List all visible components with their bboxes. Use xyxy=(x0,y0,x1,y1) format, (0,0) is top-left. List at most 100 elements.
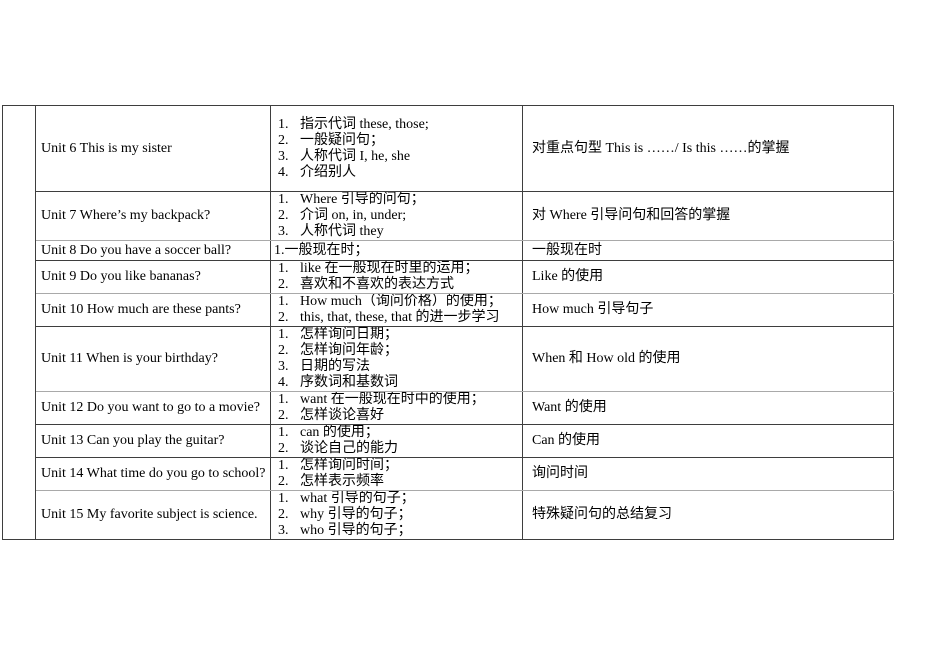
list-item-text: 介绍别人 xyxy=(300,164,356,180)
list-item-number: 1. xyxy=(278,261,289,277)
list-item: 2. 怎样表示频率 xyxy=(272,474,522,490)
list-item-number: 2. xyxy=(278,132,289,148)
summary-cell: When 和 How old 的使用 xyxy=(522,326,894,392)
list-item-number: 2. xyxy=(278,277,289,292)
unit-cell: Unit 9 Do you like bananas? xyxy=(35,260,271,294)
unit-cell: Unit 7 Where’s my backpack? xyxy=(35,191,271,241)
list-item-text: this, that, these, that 的进一步学习 xyxy=(300,310,500,325)
review-table-body: Unit 6 This is my sister 1. 指示代词 these, th… xyxy=(2,105,894,540)
summary-text: Can 的使用 xyxy=(532,433,601,448)
unit-title: Unit 7 Where’s my backpack? xyxy=(41,208,211,223)
unit-cell: Unit 14 What time do you go to school? xyxy=(35,457,271,491)
summary-text: Like 的使用 xyxy=(532,269,604,284)
grammar-points-cell: 1. How much（询问价格）的使用； 2. this, that, these,… xyxy=(270,293,523,327)
list-item: 2. 一般疑问句； xyxy=(272,132,522,149)
list-item: 3. 日期的写法 xyxy=(272,359,522,375)
unit-cell: Unit 10 How much are these pants? xyxy=(35,293,271,327)
list-item: 2. 喜欢和不喜欢的表达方式 xyxy=(272,277,522,293)
list-item-text: 怎样表示频率 xyxy=(300,474,384,489)
list-item: 1. like 在一般现在时里的运用； xyxy=(272,261,522,278)
list-item-text: who 引导的句子； xyxy=(300,523,412,538)
list-item-number: 2. xyxy=(278,441,289,456)
left-margin-cell xyxy=(2,105,36,540)
list-item-text: what 引导的句子； xyxy=(300,491,415,507)
list-item-text: 人称代词 I, he, she xyxy=(300,148,411,164)
summary-text: Want 的使用 xyxy=(532,400,607,415)
grammar-points-cell: 1. want 在一般现在时中的使用； 2. 怎样谈论喜好 xyxy=(270,391,523,425)
list-item-text: 怎样询问时间； xyxy=(300,458,398,474)
unit-title: Unit 10 How much are these pants? xyxy=(41,302,241,317)
summary-cell: 特殊疑问句的总结复习 xyxy=(522,490,894,540)
table-row: Unit 6 This is my sister 1. 指示代词 these, th… xyxy=(2,105,894,540)
list-item-text: 序数词和基数词 xyxy=(300,375,398,390)
summary-cell: Want 的使用 xyxy=(522,391,894,425)
unit-cell: Unit 6 This is my sister xyxy=(35,105,271,192)
list-item-text: 怎样询问日期； xyxy=(300,327,398,343)
review-table: Unit 6 This is my sister 1. 指示代词 these, th… xyxy=(2,105,894,540)
table-row: Unit 14 What time do you go to school? 1.… xyxy=(3,457,894,491)
list-item-text: 指示代词 these, those; xyxy=(300,116,429,132)
list-item: 1. what 引导的句子； xyxy=(272,491,522,508)
list-item-text: why 引导的句子； xyxy=(300,507,412,522)
grammar-points-cell: 1. Where 引导的问句； 2. 介词 on, in, under; 3. 人称代词 … xyxy=(270,191,523,241)
table-row: Unit 15 My favorite subject is science. 1… xyxy=(3,490,894,540)
summary-text: 特殊疑问句的总结复习 xyxy=(532,507,672,522)
list-item-number: 1. xyxy=(278,425,289,441)
list-item-text: 谈论自己的能力 xyxy=(300,441,398,456)
list-item-number: 4. xyxy=(278,164,289,180)
summary-cell: How much 引导句子 xyxy=(522,293,894,327)
table-row: Unit 11 When is your birthday? 1. 怎样询问日期； 2… xyxy=(3,326,894,392)
list-item-number: 2. xyxy=(278,408,289,423)
list-item-number: 1. xyxy=(278,458,289,474)
grammar-points-cell: 1. 指示代词 these, those; 2. 一般疑问句； 3. 人称代词 I, he… xyxy=(270,105,523,192)
list-item-text: like 在一般现在时里的运用； xyxy=(300,261,479,277)
table-row: Unit 9 Do you like bananas? 1. like 在一般现在时… xyxy=(3,260,894,294)
unit-title: Unit 12 Do you want to go to a movie? xyxy=(41,400,260,415)
list-item-number: 2. xyxy=(278,507,289,522)
list-item-number: 1. xyxy=(278,294,289,310)
list-item: 1. 怎样询问时间； xyxy=(272,458,522,475)
list-item-number: 3. xyxy=(278,148,289,164)
list-item-text: Where 引导的问句； xyxy=(300,192,425,208)
list-item: 2. 谈论自己的能力 xyxy=(272,441,522,457)
list-item: 2. 介词 on, in, under; xyxy=(272,208,522,224)
list-item-number: 2. xyxy=(278,208,289,223)
list-item: 1. Where 引导的问句； xyxy=(272,192,522,209)
list-item-number: 1. xyxy=(278,327,289,343)
list-item-text: 日期的写法 xyxy=(300,359,370,374)
list-item-number: 2. xyxy=(278,343,289,358)
summary-cell: Can 的使用 xyxy=(522,424,894,458)
table-row: Unit 8 Do you have a soccer ball? 1.一般现在时… xyxy=(3,240,894,261)
summary-cell: 对重点句型 This is ……/ Is this ……的掌握 xyxy=(522,105,894,192)
list-item-text: 一般疑问句； xyxy=(300,132,384,148)
list-item-text: 喜欢和不喜欢的表达方式 xyxy=(300,277,454,292)
list-item-number: 3. xyxy=(278,224,289,239)
list-item-number: 2. xyxy=(278,474,289,489)
grammar-points-cell: 1.一般现在时； xyxy=(270,240,523,261)
unit-cell: Unit 8 Do you have a soccer ball? xyxy=(35,240,271,261)
grammar-points-cell: 1. 怎样询问时间； 2. 怎样表示频率 xyxy=(270,457,523,491)
unit-cell: Unit 15 My favorite subject is science. xyxy=(35,490,271,540)
list-item: 2. this, that, these, that 的进一步学习 xyxy=(272,310,522,326)
table-row: Unit 10 How much are these pants? 1. How m… xyxy=(3,293,894,327)
list-item: 2. 怎样询问年龄； xyxy=(272,343,522,359)
unit-title: Unit 14 What time do you go to school? xyxy=(41,466,266,481)
list-item: 4. 介绍别人 xyxy=(272,164,522,181)
list-item: 3. 人称代词 I, he, she xyxy=(272,148,522,165)
unit-cell: Unit 13 Can you play the guitar? xyxy=(35,424,271,458)
list-item: 2. 怎样谈论喜好 xyxy=(272,408,522,424)
list-item-number: 2. xyxy=(278,310,289,325)
grammar-points-cell: 1. what 引导的句子； 2. why 引导的句子； 3. who 引导的句子； xyxy=(270,490,523,540)
list-item-text: 1.一般现在时； xyxy=(274,242,369,258)
list-item: 3. 人称代词 they xyxy=(272,224,522,240)
summary-text: When 和 How old 的使用 xyxy=(532,351,681,366)
list-item: 1. want 在一般现在时中的使用； xyxy=(272,392,522,409)
list-item-number: 3. xyxy=(278,523,289,538)
list-item-text: 人称代词 they xyxy=(300,224,384,239)
list-item: 3. who 引导的句子； xyxy=(272,523,522,539)
list-item-text: 怎样谈论喜好 xyxy=(300,408,384,423)
unit-cell: Unit 12 Do you want to go to a movie? xyxy=(35,391,271,425)
list-item: 1. 怎样询问日期； xyxy=(272,327,522,344)
list-item-number: 4. xyxy=(278,375,289,390)
list-item-text: want 在一般现在时中的使用； xyxy=(300,392,485,408)
